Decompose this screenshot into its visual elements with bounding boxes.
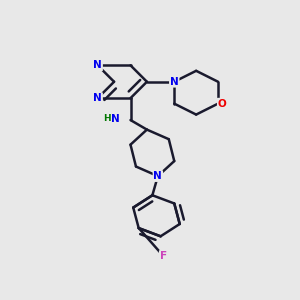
Text: N: N xyxy=(93,60,102,70)
Text: N: N xyxy=(170,77,178,87)
Text: F: F xyxy=(160,251,167,261)
Text: N: N xyxy=(154,171,162,181)
Text: H: H xyxy=(103,114,111,123)
Text: N: N xyxy=(93,93,102,103)
Text: O: O xyxy=(218,99,226,109)
Text: N: N xyxy=(111,114,120,124)
